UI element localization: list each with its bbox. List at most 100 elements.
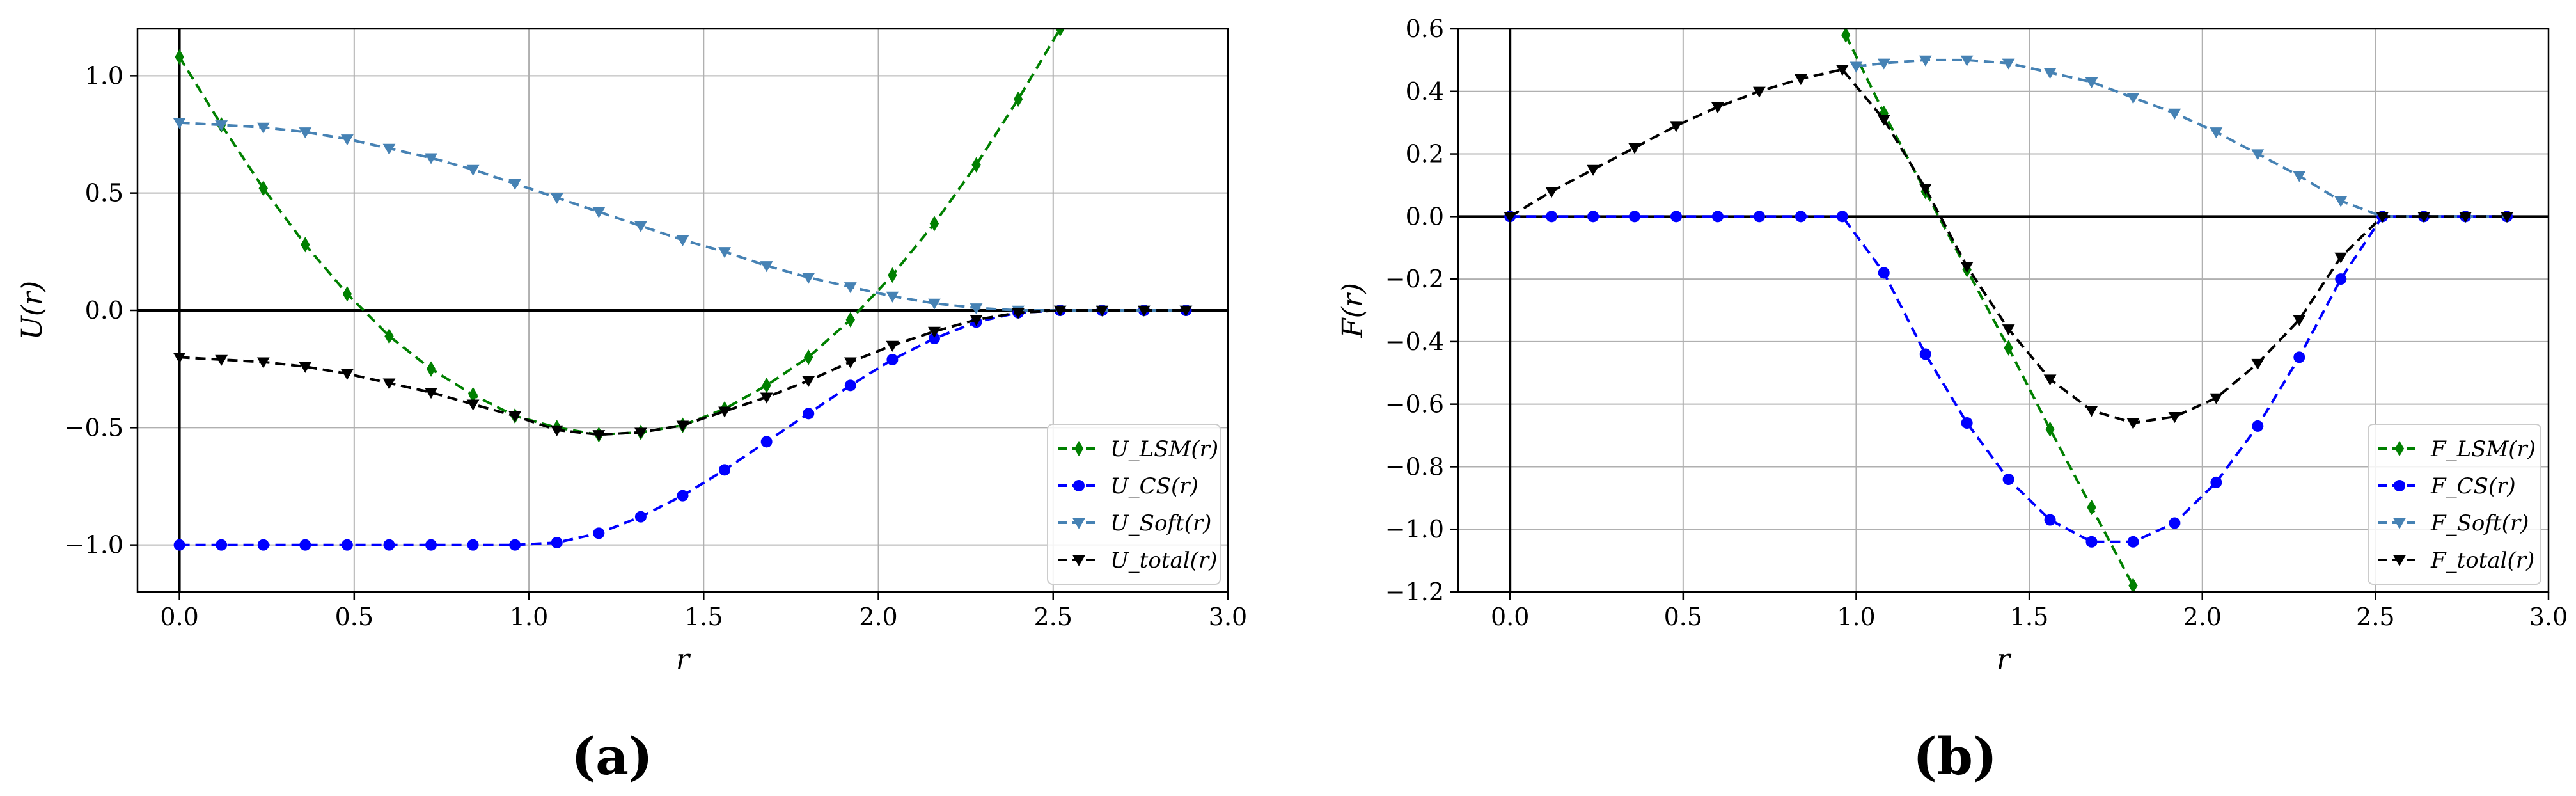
panel-a-data-point-soft [802,273,815,284]
panel-b-data-point-total [1753,86,1766,98]
panel-b-data-point-cs [1836,211,1848,223]
panel-a-data-point-lsm [426,361,436,377]
panel-b-y-tick-label: −0.8 [1385,452,1444,481]
panel-b-data-point-total [1794,74,1807,86]
panel-b-data-point-soft [2210,127,2223,139]
panel-a-data-point-cs [257,539,269,551]
panel-b-data-point-total [2334,252,2348,264]
panel-b-x-tick-label: 3.0 [2529,603,2568,631]
panel-b-data-point-total [2293,315,2306,326]
panel-b-series-line-soft [1856,58,2507,218]
panel-a-data-point-cs [593,527,605,539]
panel-b-data-point-cs [1546,211,1558,223]
panel-a-data-point-total [508,411,522,422]
panel-b-y-tick-label: 0.6 [1406,15,1444,43]
panel-a-data-point-lsm [1013,91,1023,107]
panel-b-data-point-total [2417,212,2431,223]
panel-b-y-axis-label: F(r) [1337,283,1369,338]
panel-a-series-line-lsm [178,29,1062,436]
panel-a-y-tick-label: −0.5 [65,413,123,442]
panel-a-data-point-cs [803,408,815,420]
panel-a-data-point-cs [299,539,311,551]
panel-b-data-point-cs [1711,211,1724,223]
panel-a-series-line-soft [179,121,1186,312]
panel-b-legend-box [2368,424,2541,585]
panel-b-x-tick-label: 2.5 [2356,603,2394,631]
panel-b-data-point-lsm [2045,421,2055,437]
panel-a-data-point-soft [382,143,396,155]
panel-b-data-point-cs [1795,211,1807,223]
panel-a-legend-label-soft: U_Soft(r) [1110,511,1211,536]
panel-b-data-point-cs [2127,536,2139,548]
panel-a-data-point-soft [508,179,522,190]
panel-b-x-tick-label: 0.5 [1664,603,1702,631]
panel-b-data-point-cs [2335,273,2347,285]
panel-b-legend-label-total: F_total(r) [2430,548,2534,573]
panel-a-data-point-soft [550,193,563,204]
panel-a-data-point-cs [341,539,353,551]
panel-b-y-tick-label: −1.0 [1385,515,1444,543]
panel-b-data-point-total [2043,374,2057,386]
panel-a-series-line-total [179,309,1186,436]
panel-b-data-point-total [2085,406,2098,417]
panel-b-data-point-cs [1878,267,1890,279]
panel-b-legend-label-soft: F_Soft(r) [2430,511,2529,536]
panel-b-data-point-soft [2085,77,2098,89]
panel-a-data-point-total [676,420,689,432]
panel-b-data-point-cs [1587,211,1599,223]
panel-b-data-point-total [2459,212,2472,223]
panel-a-data-point-cs [886,354,899,365]
panel-a-legend-marker-lsm [1074,440,1084,457]
panel-b-chart: 0.0 0.5 1.0 1.5 2.0 2.5 3.0 −1.2 −1.0 −0.8 −0.6 −0.… [1337,15,2568,676]
panel-a-data-point-total [844,357,857,369]
panel-b-data-point-soft [1850,61,1863,73]
panel-b-y-tick-label: 0.2 [1406,140,1444,168]
panel-b-y-tick-label: −0.6 [1385,390,1444,418]
panel-b-data-point-total [1835,65,1849,76]
panel-a-x-tick-label: 3.0 [1209,603,1247,631]
panel-b-data-point-total [1587,164,1599,176]
panel-a-data-point-lsm [175,49,184,65]
panel-a-data-point-total [718,406,731,418]
panel-a-data-point-lsm [1055,29,1065,37]
panel-a-data-point-total [970,315,983,326]
panel-a-data-point-total [215,354,228,366]
panel-a-data-point-lsm [468,386,478,403]
panel-b-data-point-total [2126,418,2140,429]
panel-b-data-point-total [2251,358,2265,370]
panel-a-data-point-soft [634,221,647,232]
panel-a-data-point-soft [886,291,899,303]
panel-b-data-point-soft [1877,58,1890,70]
panel-a-plot-area [173,29,1193,551]
panel-b-legend-label-cs: F_CS(r) [2430,474,2516,499]
panel-b-series-line-cs [1510,215,2507,543]
panel-a-y-tick-label: −1.0 [65,531,123,559]
panel-a-data-point-total [802,376,815,387]
panel-a-data-point-total [928,326,941,338]
panel-a-data-point-total [1096,305,1109,317]
panel-a-data-point-cs [677,490,689,502]
panel-b-data-point-total [1504,212,1517,223]
panel-b-data-point-soft [1919,55,1932,67]
panel-b-data-point-total [2210,393,2223,404]
panel-b-data-point-cs [1919,348,1931,360]
panel-a-data-point-soft [173,118,186,129]
panel-b-x-tick-label: 1.0 [1837,603,1875,631]
panel-a-data-point-soft [256,122,270,134]
panel-a-legend-label-lsm: U_LSM(r) [1110,436,1218,462]
panel-b-y-tick-label: 0.4 [1406,77,1444,106]
panel-b-data-point-total [1919,184,1932,195]
panel-a-data-point-total [1053,305,1067,317]
panel-a-data-point-total [425,388,437,399]
panel-a-data-point-soft [760,261,773,273]
panel-a-data-point-total [173,353,186,364]
panel-b-data-point-lsm [2128,578,2138,592]
panel-a-data-point-total [382,378,396,390]
panel-a-legend-marker-soft [1072,518,1085,529]
panel-a-x-tick-label: 0.0 [160,603,198,631]
panel-b-x-axis-label: r [1997,643,2012,676]
panel-a-data-point-total [1179,305,1193,317]
panel-a-data-point-total [634,427,647,439]
panel-b-data-point-cs [2293,351,2305,363]
